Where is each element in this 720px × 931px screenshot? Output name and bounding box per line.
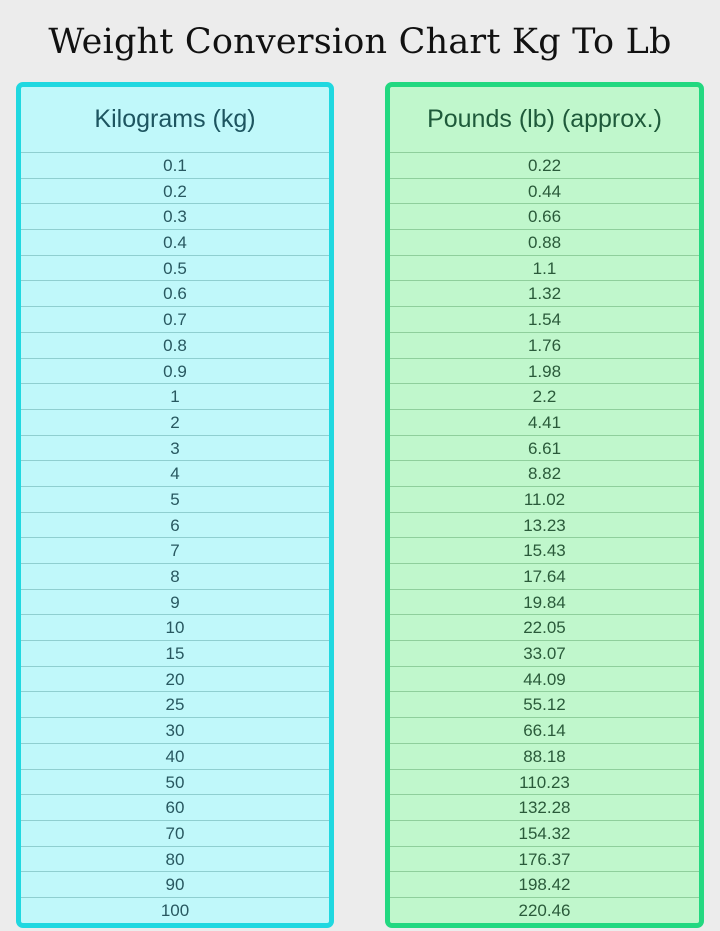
lb-cell: 110.23 — [390, 770, 699, 796]
kilograms-column: Kilograms (kg) 0.1 0.2 0.3 0.4 0.5 0.6 0.7 0.8 0… — [16, 82, 334, 928]
lb-cell: 1.32 — [390, 281, 699, 308]
lb-cell: 220.46 — [518, 900, 571, 920]
kg-cell: 5 — [21, 487, 329, 513]
lb-cell: 33.07 — [390, 641, 699, 667]
lb-cell: 22.05 — [390, 615, 699, 642]
kg-cell: 0.3 — [21, 204, 329, 231]
pounds-values: 0.22 0.44 0.66 0.88 1.1 1.32 1.54 1.76 1.98 2.2 4.… — [390, 153, 699, 923]
lb-cell: 0.88 — [390, 230, 699, 256]
lb-cell: 8.82 — [390, 461, 699, 487]
kg-cell: 100 — [160, 900, 190, 920]
kg-cell: 6 — [21, 513, 329, 539]
lb-cell: 1.76 — [390, 333, 699, 359]
kg-cell: 0.7 — [21, 307, 329, 333]
lb-cell: 44.09 — [390, 667, 699, 693]
lb-cell: 15.43 — [390, 538, 699, 564]
kg-cell: 10 — [21, 615, 329, 642]
lb-cell: 55.12 — [390, 692, 699, 719]
kg-cell: 0.8 — [21, 333, 329, 359]
kilograms-values: 0.1 0.2 0.3 0.4 0.5 0.6 0.7 0.8 0.9 1 2 3 4 5 6 7 8 9 10 15… — [21, 153, 329, 923]
kg-cell: 0.6 — [21, 281, 329, 308]
lb-cell: 2.2 — [390, 384, 699, 410]
kg-cell: 25 — [21, 692, 329, 719]
lb-cell: 4.41 — [390, 410, 699, 436]
kg-cell: 90 — [21, 872, 329, 898]
lb-cell: 88.18 — [390, 744, 699, 770]
kg-cell: 0.5 — [21, 256, 329, 282]
lb-cell: 6.61 — [390, 436, 699, 462]
lb-cell: 66.14 — [390, 718, 699, 744]
lb-cell: 0.22 — [390, 153, 699, 179]
lb-cell: 17.64 — [390, 564, 699, 590]
kg-cell: 3 — [21, 436, 329, 462]
kg-cell: 4 — [21, 461, 329, 487]
kg-cell: 1 — [21, 384, 329, 410]
lb-cell: 1.1 — [390, 256, 699, 282]
kg-cell: 50 — [21, 770, 329, 796]
lb-cell: 11.02 — [390, 487, 699, 513]
kg-cell: 8 — [21, 564, 329, 590]
kg-cell: 15 — [21, 641, 329, 667]
pounds-column: Pounds (lb) (approx.) 0.22 0.44 0.66 0.88 1.… — [385, 82, 704, 928]
page-title: Weight Conversion Chart Kg To Lb — [48, 22, 672, 62]
lb-cell: 1.98 — [390, 359, 699, 385]
kg-cell: 20 — [21, 667, 329, 693]
kg-cell: 0.9 — [21, 359, 329, 385]
kg-cell: 70 — [21, 821, 329, 847]
kg-cell: 7 — [21, 538, 329, 564]
lb-cell: 198.42 — [390, 872, 699, 898]
kg-cell: 0.2 — [21, 179, 329, 205]
kg-cell: 80 — [21, 847, 329, 873]
kg-cell: 9 — [21, 590, 329, 616]
kg-cell: 30 — [21, 718, 329, 744]
lb-cell: 0.44 — [390, 179, 699, 205]
kg-cell: 0.1 — [21, 153, 329, 179]
kg-cell: 40 — [21, 744, 329, 770]
kg-cell: 60 — [21, 795, 329, 821]
lb-cell: 132.28 — [390, 795, 699, 821]
lb-cell: 1.54 — [390, 307, 699, 333]
kilograms-header: Kilograms (kg) — [21, 87, 329, 153]
lb-cell: 0.66 — [390, 204, 699, 231]
kg-cell: 2 — [21, 410, 329, 436]
lb-cell: 13.23 — [390, 513, 699, 539]
lb-cell: 154.32 — [390, 821, 699, 847]
pounds-header: Pounds (lb) (approx.) — [390, 87, 699, 153]
kg-cell: 0.4 — [21, 230, 329, 256]
lb-cell: 19.84 — [390, 590, 699, 616]
lb-cell: 176.37 — [390, 847, 699, 873]
